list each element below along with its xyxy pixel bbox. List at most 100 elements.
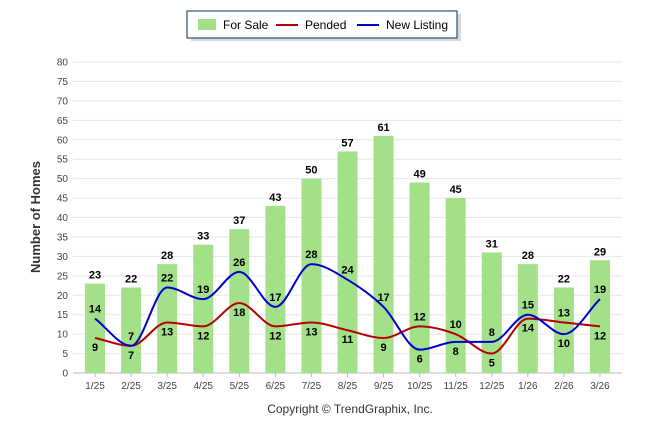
x-tick-label: 1/26 <box>518 381 538 392</box>
bars-layer <box>85 135 610 373</box>
copyright-footer: Copyright © TrendGraphix, Inc. <box>267 402 433 416</box>
bar-value-label: 45 <box>450 184 462 196</box>
bar-value-label: 22 <box>125 273 137 285</box>
x-tick-label: 9/25 <box>374 381 394 392</box>
bar-for-sale <box>337 151 358 373</box>
legend: For Sale Pended New Listing <box>186 10 461 41</box>
x-tick-label: 4/25 <box>193 381 213 392</box>
y-tick-label: 5 <box>62 349 68 360</box>
x-tick-label: 5/25 <box>230 381 250 392</box>
line-pended <box>94 302 601 355</box>
y-tick-label: 60 <box>57 135 69 146</box>
bar-for-sale <box>121 287 142 373</box>
y-tick-label: 15 <box>57 310 69 321</box>
bar-value-label: 28 <box>522 250 534 262</box>
value-label-new-listing: 19 <box>197 284 209 296</box>
bar-value-label: 50 <box>305 165 317 177</box>
value-label-pended: 12 <box>414 311 426 323</box>
y-tick-label: 55 <box>57 155 69 166</box>
bar-for-sale <box>409 182 430 373</box>
y-tick-label: 10 <box>57 330 69 341</box>
line-new-listing <box>94 263 601 351</box>
value-label-new-listing: 7 <box>128 331 134 343</box>
bar-value-label: 61 <box>377 122 389 134</box>
bar-value-label: 31 <box>486 238 498 250</box>
lines-layer <box>94 263 601 355</box>
value-label-pended: 9 <box>92 342 98 354</box>
value-label-pended: 18 <box>233 307 245 319</box>
bar-for-sale <box>481 252 502 373</box>
value-label-pended: 5 <box>489 358 495 370</box>
value-label-new-listing: 17 <box>269 292 281 304</box>
x-tick-label: 6/25 <box>266 381 286 392</box>
y-tick-label: 80 <box>57 58 69 69</box>
value-label-pended: 11 <box>342 334 354 346</box>
x-tick-label: 3/26 <box>590 381 610 392</box>
value-label-pended: 13 <box>305 326 317 338</box>
legend-label: Pended <box>305 18 346 32</box>
value-label-pended: 13 <box>558 307 570 319</box>
value-label-new-listing: 8 <box>489 327 495 339</box>
y-tick-label: 50 <box>57 174 69 185</box>
x-tick-label: 12/25 <box>479 381 504 392</box>
y-tick-label: 20 <box>57 291 69 302</box>
y-tick-label: 30 <box>57 252 69 263</box>
x-tick-label: 1/25 <box>85 381 105 392</box>
x-tick-label: 2/26 <box>554 381 574 392</box>
y-tick-label: 25 <box>57 271 69 282</box>
value-label-new-listing: 22 <box>161 272 173 284</box>
bar-for-sale <box>445 198 466 373</box>
legend-key-for-sale <box>198 19 216 30</box>
value-label-pended: 9 <box>381 342 387 354</box>
y-tick-label: 65 <box>57 116 69 127</box>
value-label-pended: 13 <box>161 326 173 338</box>
value-label-pended: 7 <box>128 350 134 362</box>
y-tick-label: 75 <box>57 77 69 88</box>
y-tick-label: 70 <box>57 96 69 107</box>
x-tick-label: 11/25 <box>444 381 469 392</box>
bar-for-sale <box>301 178 322 373</box>
value-label-pended: 12 <box>269 330 281 342</box>
legend-label: New Listing <box>386 18 448 32</box>
x-tick-label: 8/25 <box>338 381 358 392</box>
x-tick-label: 10/25 <box>407 381 432 392</box>
y-axis-title: Number of Homes <box>28 161 43 273</box>
legend-label: For Sale <box>223 18 269 32</box>
bar-for-sale <box>229 229 250 373</box>
bar-value-label: 49 <box>414 169 426 181</box>
bar-for-sale <box>589 260 610 373</box>
value-label-new-listing: 6 <box>417 354 423 366</box>
y-tick-label: 45 <box>57 194 69 205</box>
value-label-new-listing: 28 <box>305 249 317 261</box>
bar-value-label: 37 <box>233 215 245 227</box>
bar-value-label: 28 <box>161 250 173 262</box>
value-label-new-listing: 10 <box>558 338 570 350</box>
bar-value-label: 57 <box>341 137 353 149</box>
value-label-pended: 10 <box>450 319 462 331</box>
bar-for-sale <box>193 244 214 373</box>
bar-value-label: 23 <box>89 270 101 282</box>
value-label-pended: 12 <box>197 330 209 342</box>
value-label-new-listing: 14 <box>89 304 102 316</box>
bar-value-label: 22 <box>558 273 570 285</box>
x-tick-label: 7/25 <box>302 381 322 392</box>
bar-for-sale <box>553 287 574 373</box>
x-tick-label: 3/25 <box>157 381 177 392</box>
y-tick-label: 35 <box>57 232 69 243</box>
bar-for-sale <box>265 205 286 373</box>
bar-value-label: 33 <box>197 231 209 243</box>
value-label-new-listing: 17 <box>377 292 389 304</box>
value-label-pended: 14 <box>522 323 535 335</box>
bar-for-sale <box>85 283 106 373</box>
y-tick-label: 40 <box>57 213 69 224</box>
bar-value-label: 29 <box>594 246 606 258</box>
value-label-new-listing: 8 <box>453 346 459 358</box>
value-label-new-listing: 15 <box>522 300 534 312</box>
value-label-new-listing: 19 <box>594 284 606 296</box>
legend-box <box>186 10 458 39</box>
x-tick-label: 2/25 <box>121 381 141 392</box>
